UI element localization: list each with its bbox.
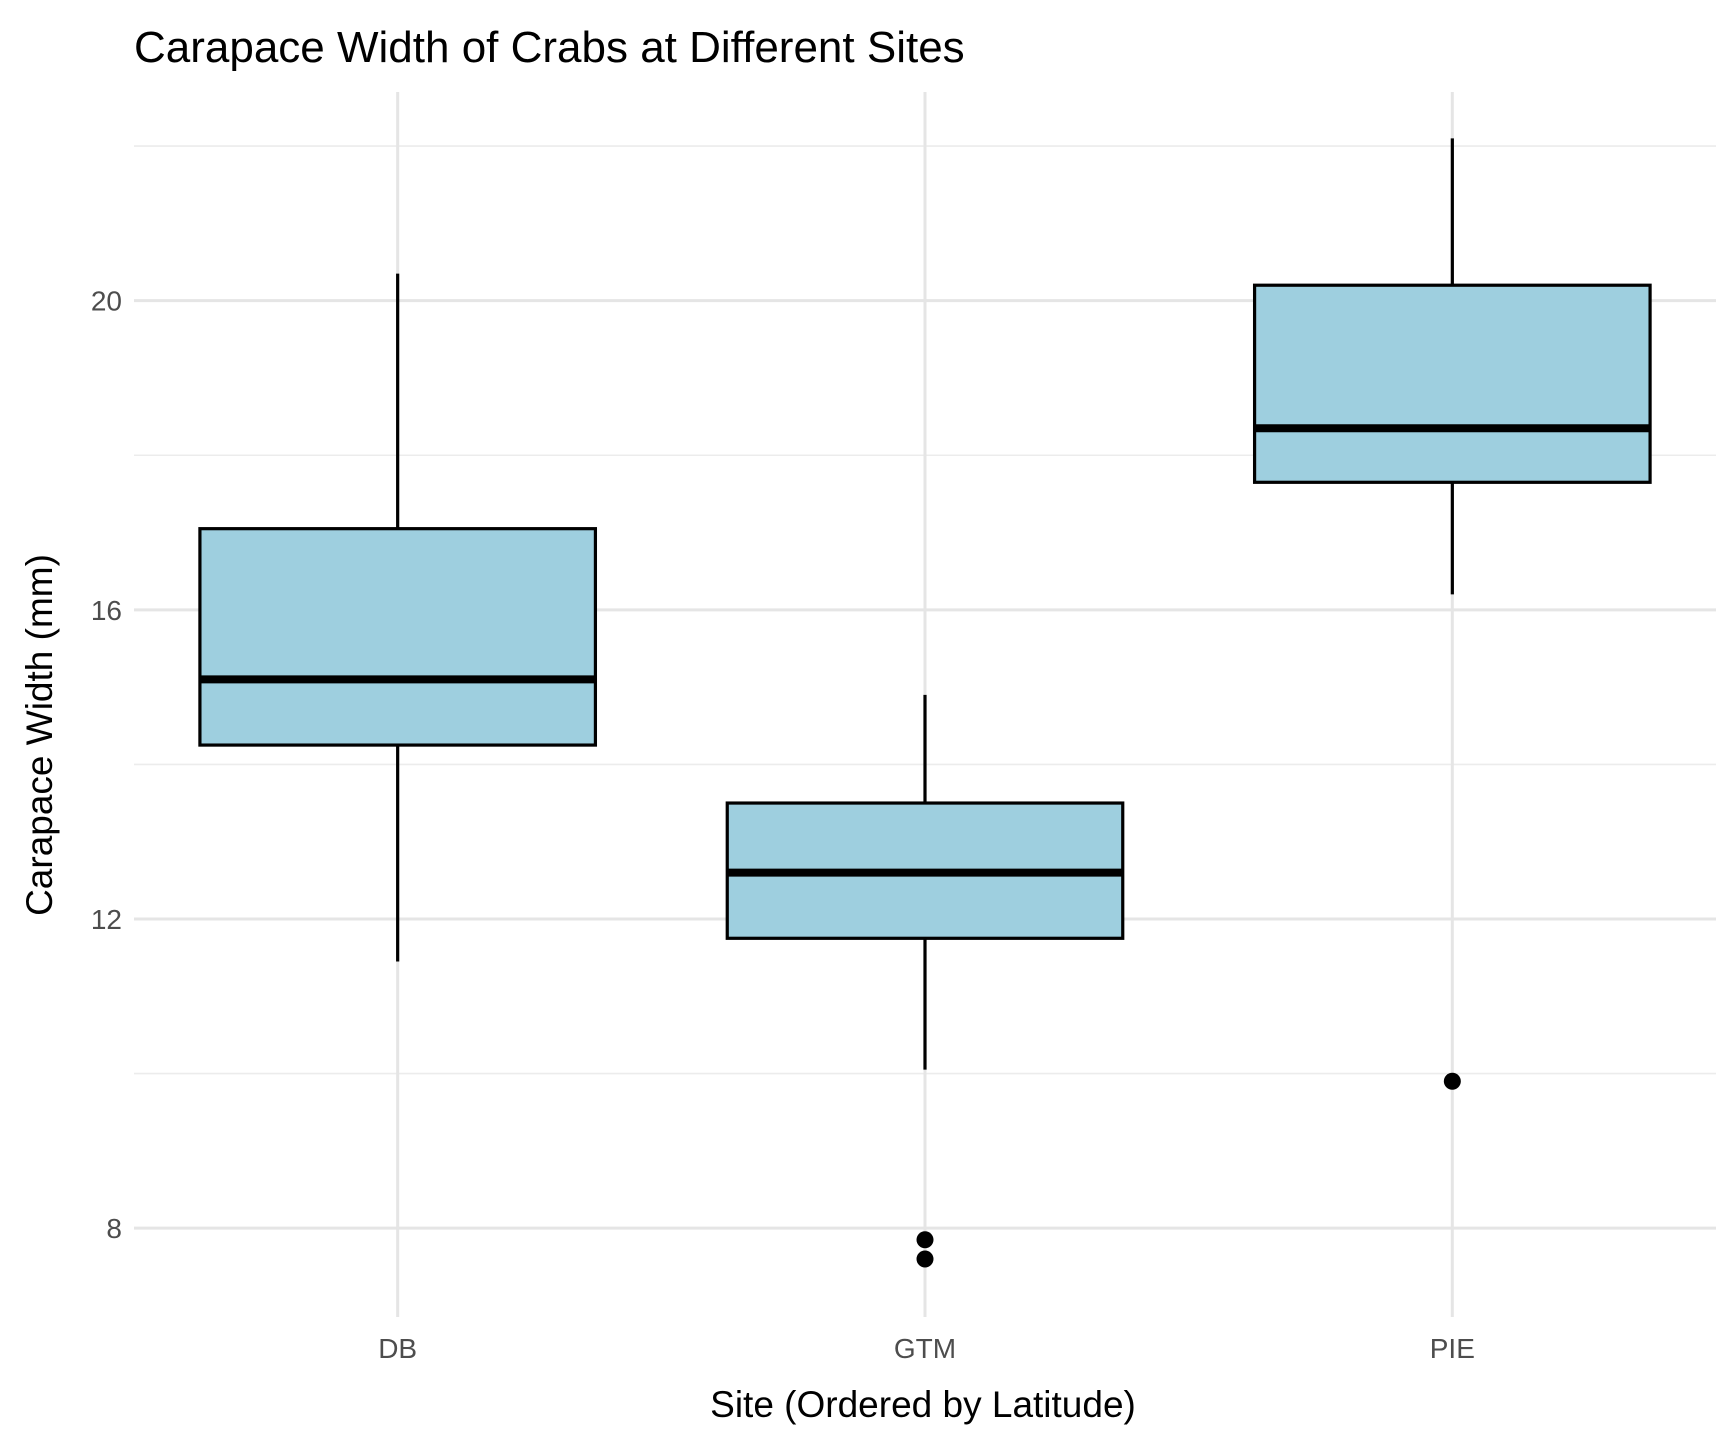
box-gtm	[725, 694, 1125, 1268]
outlier-point	[1443, 1072, 1461, 1090]
outlier-point	[916, 1250, 934, 1268]
y-axis-title: Carapace Width (mm)	[19, 554, 60, 916]
x-axis-title: Site (Ordered by Latitude)	[710, 1384, 1136, 1425]
y-tick-label: 12	[91, 904, 122, 935]
box-layer	[198, 138, 1652, 1268]
iqr-box	[1252, 283, 1652, 484]
x-tick-label: DB	[378, 1333, 417, 1364]
chart-title: Carapace Width of Crabs at Different Sit…	[134, 23, 965, 72]
box-pie	[1252, 138, 1652, 1090]
x-tick-label: GTM	[894, 1333, 956, 1364]
x-tick-label: PIE	[1430, 1333, 1475, 1364]
iqr-box	[198, 527, 598, 747]
axis-layer: 8 12 16 20 DB GTM PIE	[91, 286, 1475, 1364]
y-tick-label: 8	[106, 1213, 122, 1244]
outlier-point	[916, 1231, 934, 1249]
box-db	[198, 273, 598, 962]
y-tick-label: 16	[91, 595, 122, 626]
y-tick-label: 20	[91, 286, 122, 317]
